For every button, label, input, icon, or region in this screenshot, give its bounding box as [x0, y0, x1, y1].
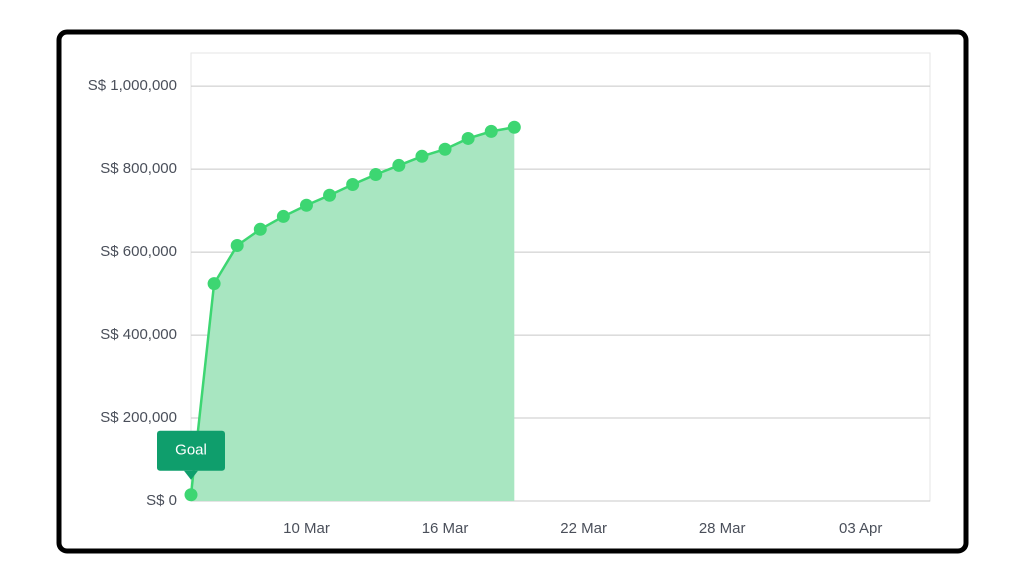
y-tick-label: S$ 400,000: [100, 326, 177, 343]
point: [207, 277, 221, 291]
y-tick-label: S$ 0: [146, 492, 177, 509]
point: [392, 158, 406, 172]
x-tick-label: 22 Mar: [560, 520, 607, 537]
point: [276, 209, 290, 223]
point: [507, 120, 521, 134]
point: [184, 488, 198, 502]
x-tick-label: 16 Mar: [422, 520, 469, 537]
point: [369, 168, 383, 182]
y-tick-label: S$ 200,000: [100, 409, 177, 426]
point: [346, 177, 360, 191]
point: [253, 222, 267, 236]
point: [461, 131, 475, 145]
y-tick-label: S$ 1,000,000: [88, 77, 177, 94]
x-tick-label: 10 Mar: [283, 520, 330, 537]
goal-tooltip: [157, 430, 225, 471]
goal-label: Goal: [175, 442, 207, 459]
x-tick-label: 03 Apr: [839, 520, 882, 537]
point: [484, 124, 498, 138]
point: [323, 188, 337, 202]
goal-tooltip-arrow: [184, 470, 198, 480]
y-tick-label: S$ 600,000: [100, 243, 177, 260]
point: [438, 142, 452, 156]
area: [191, 127, 515, 501]
point: [415, 149, 429, 163]
x-tick-label: 28 Mar: [699, 520, 746, 537]
point: [230, 238, 244, 252]
y-tick-label: S$ 800,000: [100, 160, 177, 177]
point: [299, 198, 313, 212]
